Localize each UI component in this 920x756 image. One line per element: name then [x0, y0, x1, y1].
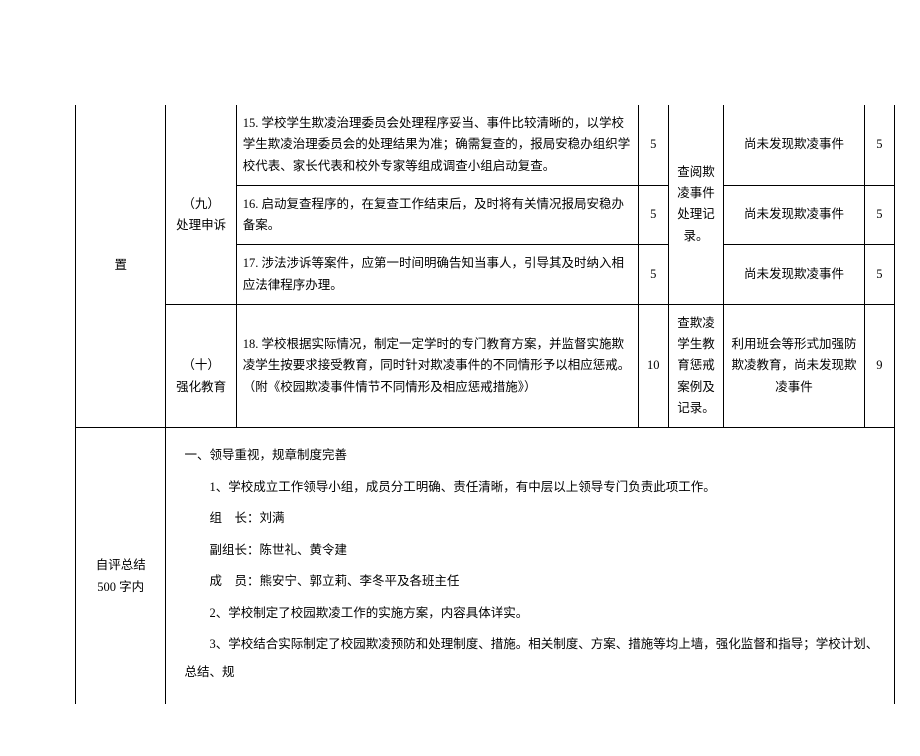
cell-left-group: 置 — [76, 105, 166, 428]
desc-text: 16. 启动复查程序的，在复查工作结束后，及时将有关情况报局安稳办备案。 — [243, 197, 624, 232]
cell-final: 5 — [864, 245, 894, 305]
cell-category: （九） 处理申诉 — [166, 105, 236, 304]
cell-final: 9 — [864, 304, 894, 427]
summary-line: 组 长：刘满 — [184, 505, 884, 533]
check-text: 查欺凌学生教育惩戒案例及记录。 — [677, 316, 715, 415]
summary-line: 副组长：陈世礼、黄令建 — [184, 537, 884, 565]
cell-result: 尚未发现欺凌事件 — [724, 105, 865, 185]
summary-heading: 一、领导重视，规章制度完善 — [184, 442, 884, 470]
cell-result: 尚未发现欺凌事件 — [724, 245, 865, 305]
cell-score: 5 — [638, 105, 668, 185]
category-label: （十） 强化教育 — [176, 358, 226, 393]
table-row: （十） 强化教育 18. 学校根据实际情况，制定一定学时的专门教育方案，并监督实… — [76, 304, 895, 427]
result-text: 利用班会等形式加强防欺凌教育，尚未发现欺凌事件 — [731, 337, 856, 394]
cell-score: 10 — [638, 304, 668, 427]
score-text: 5 — [650, 207, 656, 221]
left-group-label: 置 — [114, 258, 127, 272]
cell-final: 5 — [864, 185, 894, 245]
desc-text: 15. 学校学生欺凌治理委员会处理程序妥当、事件比较清晰的，以学校学生欺凌治理委… — [243, 116, 631, 173]
desc-text: 18. 学校根据实际情况，制定一定学时的专门教育方案，并监督实施欺凌学生按要求接… — [243, 337, 631, 394]
cell-desc: 17. 涉法涉诉等案件，应第一时间明确告知当事人，引导其及时纳入相应法律程序办理… — [236, 245, 638, 305]
summary-line: 1、学校成立工作领导小组，成员分工明确、责任清晰，有中层以上领导专门负责此项工作… — [184, 474, 884, 502]
result-text: 尚未发现欺凌事件 — [744, 207, 844, 221]
document-page: 置 （九） 处理申诉 15. 学校学生欺凌治理委员会处理程序妥当、事件比较清晰的… — [0, 105, 920, 756]
summary-row: 自评总结 500 字内 一、领导重视，规章制度完善 1、学校成立工作领导小组，成… — [76, 428, 895, 705]
cell-result: 尚未发现欺凌事件 — [724, 185, 865, 245]
cell-score: 5 — [638, 245, 668, 305]
cell-category: （十） 强化教育 — [166, 304, 236, 427]
final-text: 9 — [876, 358, 882, 372]
table-row: 置 （九） 处理申诉 15. 学校学生欺凌治理委员会处理程序妥当、事件比较清晰的… — [76, 105, 895, 185]
summary-line: 3、学校结合实际制定了校园欺凌预防和处理制度、措施。相关制度、方案、措施等均上墙… — [184, 631, 884, 686]
evaluation-table: 置 （九） 处理申诉 15. 学校学生欺凌治理委员会处理程序妥当、事件比较清晰的… — [75, 105, 895, 704]
cell-result: 利用班会等形式加强防欺凌教育，尚未发现欺凌事件 — [724, 304, 865, 427]
cell-check: 查欺凌学生教育惩戒案例及记录。 — [668, 304, 723, 427]
cell-desc: 15. 学校学生欺凌治理委员会处理程序妥当、事件比较清晰的，以学校学生欺凌治理委… — [236, 105, 638, 185]
check-text: 查阅欺凌事件处理记录。 — [677, 165, 715, 243]
score-text: 5 — [650, 267, 656, 281]
summary-line: 2、学校制定了校园欺凌工作的实施方案，内容具体详实。 — [184, 600, 884, 628]
result-text: 尚未发现欺凌事件 — [744, 267, 844, 281]
desc-text: 17. 涉法涉诉等案件，应第一时间明确告知当事人，引导其及时纳入相应法律程序办理… — [243, 256, 624, 291]
final-text: 5 — [876, 267, 882, 281]
summary-line: 成 员：熊安宁、郭立莉、李冬平及各班主任 — [184, 568, 884, 596]
cell-score: 5 — [638, 185, 668, 245]
cell-desc: 16. 启动复查程序的，在复查工作结束后，及时将有关情况报局安稳办备案。 — [236, 185, 638, 245]
summary-label-cell: 自评总结 500 字内 — [76, 428, 166, 705]
cell-desc: 18. 学校根据实际情况，制定一定学时的专门教育方案，并监督实施欺凌学生按要求接… — [236, 304, 638, 427]
score-text: 5 — [650, 137, 656, 151]
score-text: 10 — [647, 358, 660, 372]
cell-final: 5 — [864, 105, 894, 185]
category-label: （九） 处理申诉 — [176, 197, 226, 232]
summary-label: 自评总结 500 字内 — [96, 558, 146, 593]
final-text: 5 — [876, 207, 882, 221]
cell-check: 查阅欺凌事件处理记录。 — [668, 105, 723, 304]
final-text: 5 — [876, 137, 882, 151]
result-text: 尚未发现欺凌事件 — [744, 137, 844, 151]
summary-content-cell: 一、领导重视，规章制度完善 1、学校成立工作领导小组，成员分工明确、责任清晰，有… — [166, 428, 895, 705]
